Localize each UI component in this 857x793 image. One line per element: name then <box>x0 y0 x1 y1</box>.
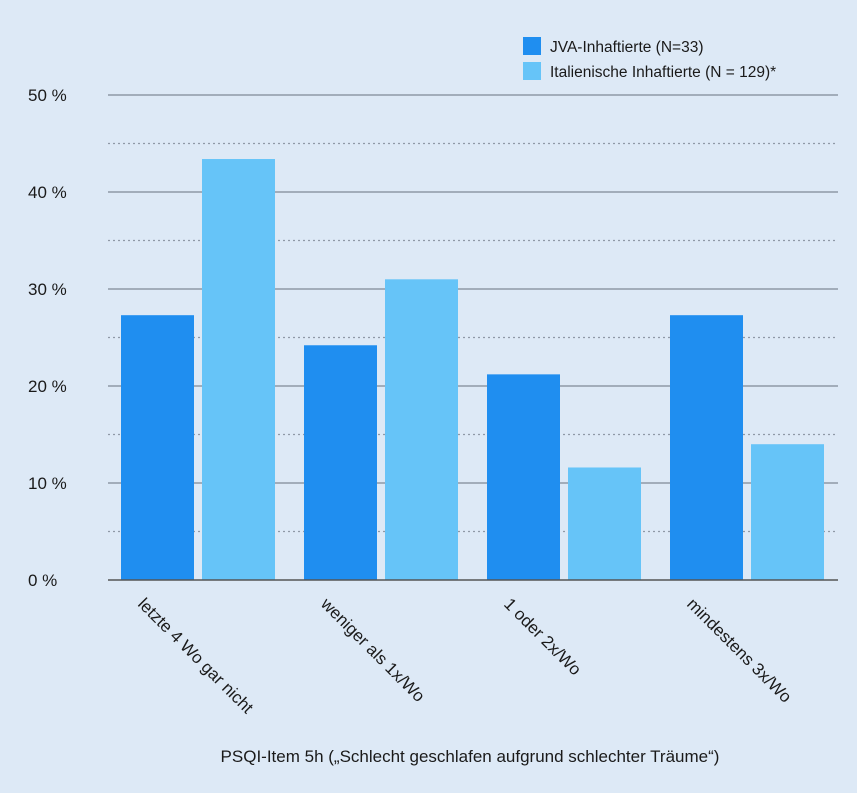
y-tick-label: 30 % <box>28 280 67 299</box>
y-tick-label: 50 % <box>28 86 67 105</box>
y-tick-label: 10 % <box>28 474 67 493</box>
bar <box>751 444 824 580</box>
bar <box>568 467 641 580</box>
bar <box>121 315 194 580</box>
legend: JVA-Inhaftierte (N=33) Italienische Inhaf… <box>523 37 776 81</box>
y-axis-ticks: 0 % 10 % 20 % 30 % 40 % 50 % <box>28 86 67 590</box>
legend-swatch <box>523 37 541 55</box>
bar <box>304 345 377 580</box>
bar <box>385 279 458 580</box>
bars <box>121 159 824 580</box>
bar <box>202 159 275 580</box>
bar <box>487 374 560 580</box>
legend-swatch <box>523 62 541 80</box>
x-axis-label: PSQI-Item 5h („Schlecht geschlafen aufgr… <box>221 747 720 766</box>
legend-label: Italienische Inhaftierte (N = 129)* <box>550 64 776 81</box>
bar <box>670 315 743 580</box>
y-tick-label: 20 % <box>28 377 67 396</box>
y-tick-label: 0 % <box>28 571 57 590</box>
legend-label: JVA-Inhaftierte (N=33) <box>550 39 704 56</box>
y-tick-label: 40 % <box>28 183 67 202</box>
